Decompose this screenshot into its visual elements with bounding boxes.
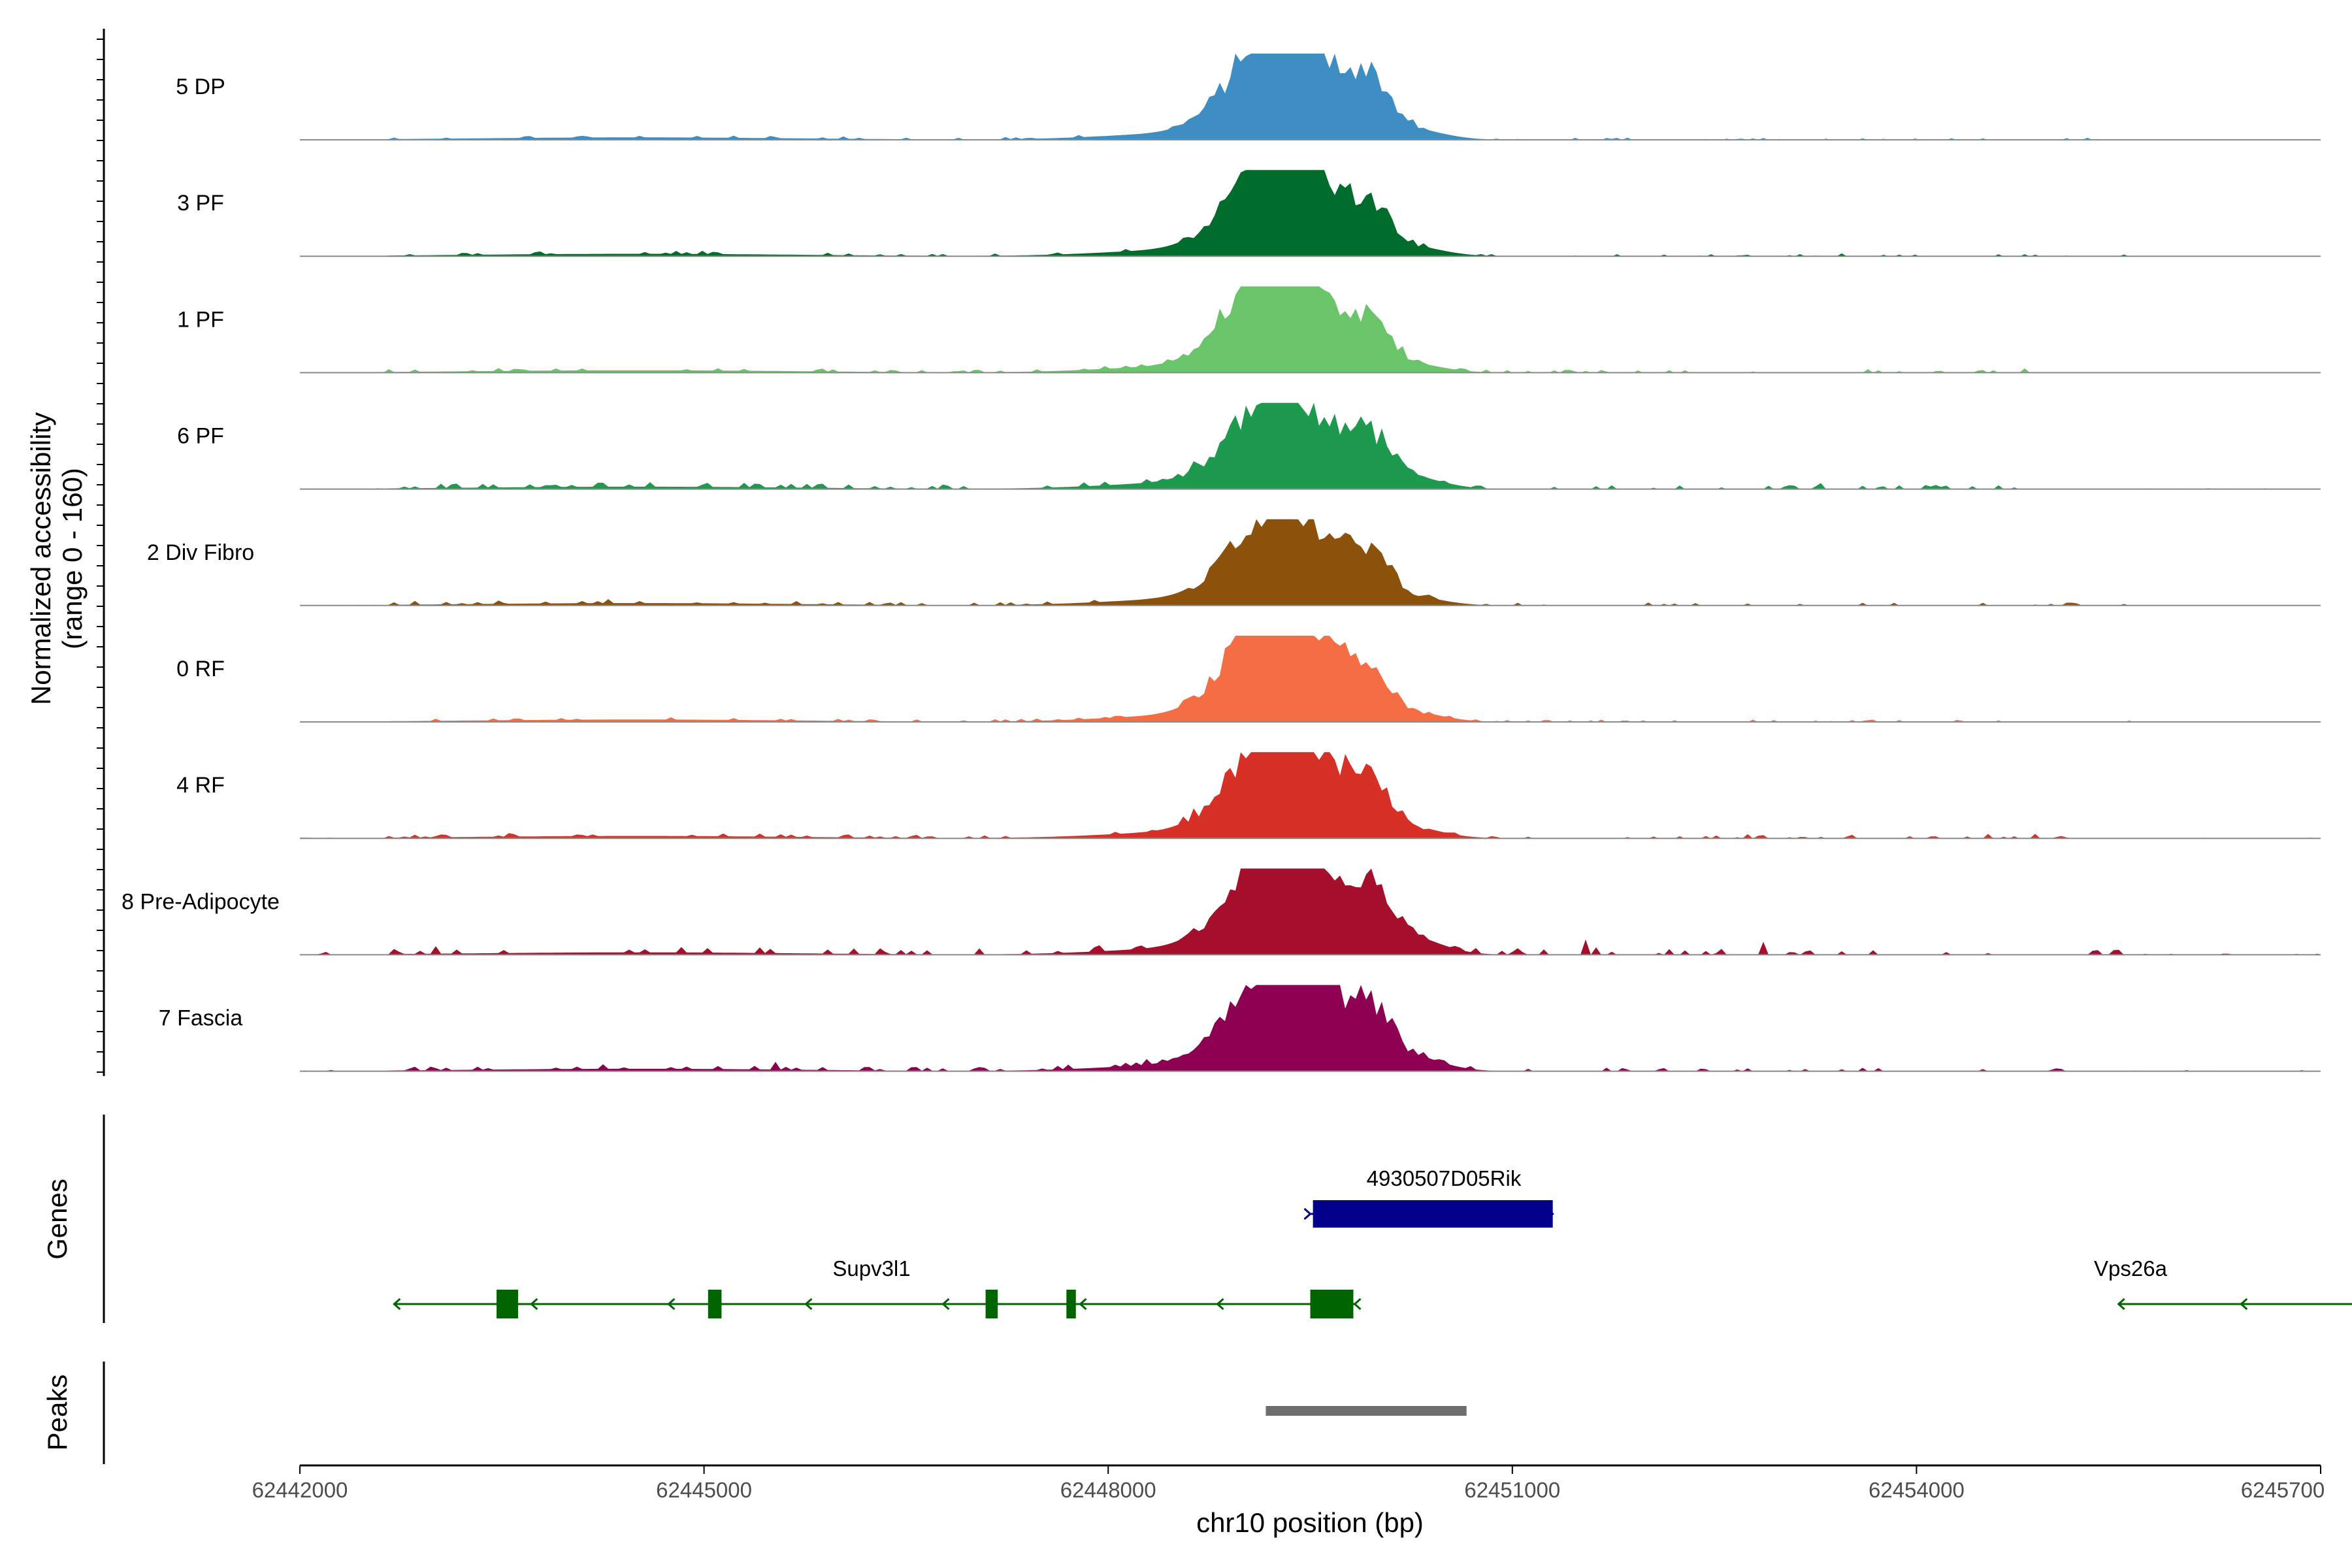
strand-arrow: [1216, 1298, 1224, 1311]
coverage-area: [300, 402, 2321, 489]
strand-arrow: [804, 1298, 813, 1311]
coverage-area: [300, 170, 2321, 257]
exon: [1310, 1290, 1354, 1318]
strand-arrow: [2240, 1298, 2248, 1311]
y-axis-title: Normalized accessibility: [25, 412, 56, 705]
strand-arrow: [393, 1298, 401, 1311]
gene-label: Supv3l1: [832, 1256, 910, 1281]
exon: [1066, 1290, 1076, 1318]
exon: [497, 1290, 519, 1318]
genes-track-label: Genes: [42, 1179, 73, 1260]
peak-track: [1266, 1406, 1467, 1416]
track-label: 8 Pre-Adipocyte: [122, 889, 280, 914]
track-label: 3 PF: [177, 191, 224, 216]
track-label: 5 DP: [176, 74, 225, 99]
track-5-dp: 5 DP: [176, 54, 2321, 140]
exon: [985, 1290, 998, 1318]
track-6-pf: 6 PF: [177, 402, 2321, 490]
strand-arrow: [1353, 1298, 1362, 1311]
y-axis-subtitle: (range 0 - 160): [57, 468, 88, 649]
coverage-area: [300, 54, 2321, 140]
track-4-rf: 4 RF: [176, 752, 2321, 840]
strand-arrow: [2117, 1298, 2125, 1311]
strand-arrow: [941, 1298, 950, 1311]
gene-supv3l1: Supv3l1: [393, 1256, 1362, 1318]
x-tick-label: 62451000: [1464, 1478, 1560, 1502]
x-tick-label: 62445000: [656, 1478, 752, 1502]
gene-track: 4930507D05Rik Supv3l1 Vps26a: [393, 1166, 2352, 1318]
coverage-area: [300, 752, 2321, 839]
track-3-pf: 3 PF: [177, 170, 2321, 257]
exon: [708, 1290, 722, 1318]
coverage-area: [300, 985, 2321, 1071]
peak-region: [1266, 1406, 1467, 1416]
x-axis-title: chr10 position (bp): [1196, 1507, 1424, 1538]
strand-arrow: [530, 1298, 538, 1311]
strand-arrow: [1079, 1298, 1087, 1311]
coverage-area: [300, 636, 2321, 722]
gene-vps26a: Vps26a: [2094, 1256, 2352, 1311]
track-8-pre-adipocyte: 8 Pre-Adipocyte: [122, 868, 2321, 956]
track-0-rf: 0 RF: [176, 636, 2321, 723]
track-7-fascia: 7 Fascia: [159, 985, 2321, 1072]
gene-label: Vps26a: [2094, 1256, 2168, 1281]
strand-arrow: [667, 1298, 676, 1311]
gene-4930507d05rik: 4930507D05Rik: [1303, 1166, 1554, 1228]
coverage-area: [300, 286, 2321, 373]
track-label: 0 RF: [176, 657, 225, 681]
x-tick-label: 62454000: [1869, 1478, 1965, 1502]
coverage-area: [300, 868, 2321, 955]
x-tick-label: 62442000: [252, 1478, 348, 1502]
track-label: 6 PF: [177, 424, 224, 449]
gene-label: 4930507D05Rik: [1367, 1166, 1522, 1190]
track-2-div-fibro: 2 Div Fibro: [147, 519, 2321, 606]
exon: [1313, 1200, 1553, 1228]
track-1-pf: 1 PF: [177, 286, 2321, 374]
track-label: 7 Fascia: [159, 1006, 243, 1031]
track-label: 1 PF: [177, 307, 224, 332]
coverage-area: [300, 519, 2321, 606]
coverage-tracks: 5 DP 3 PF 1 PF 6 PF 2 Div Fibro 0 RF 4 RF 8 Pre…: [122, 54, 2321, 1072]
x-axis-ticks: 62442000 62445000 62448000 62451000 62454000…: [252, 1465, 2325, 1502]
coverage-y-axis-ticks: [97, 39, 104, 1073]
track-label: 2 Div Fibro: [147, 540, 254, 565]
peaks-track-label: Peaks: [42, 1375, 73, 1451]
strand-arrow: [1303, 1207, 1312, 1220]
x-tick-label: 6245700: [2241, 1478, 2325, 1502]
x-tick-label: 62448000: [1060, 1478, 1156, 1502]
track-label: 4 RF: [176, 773, 225, 798]
